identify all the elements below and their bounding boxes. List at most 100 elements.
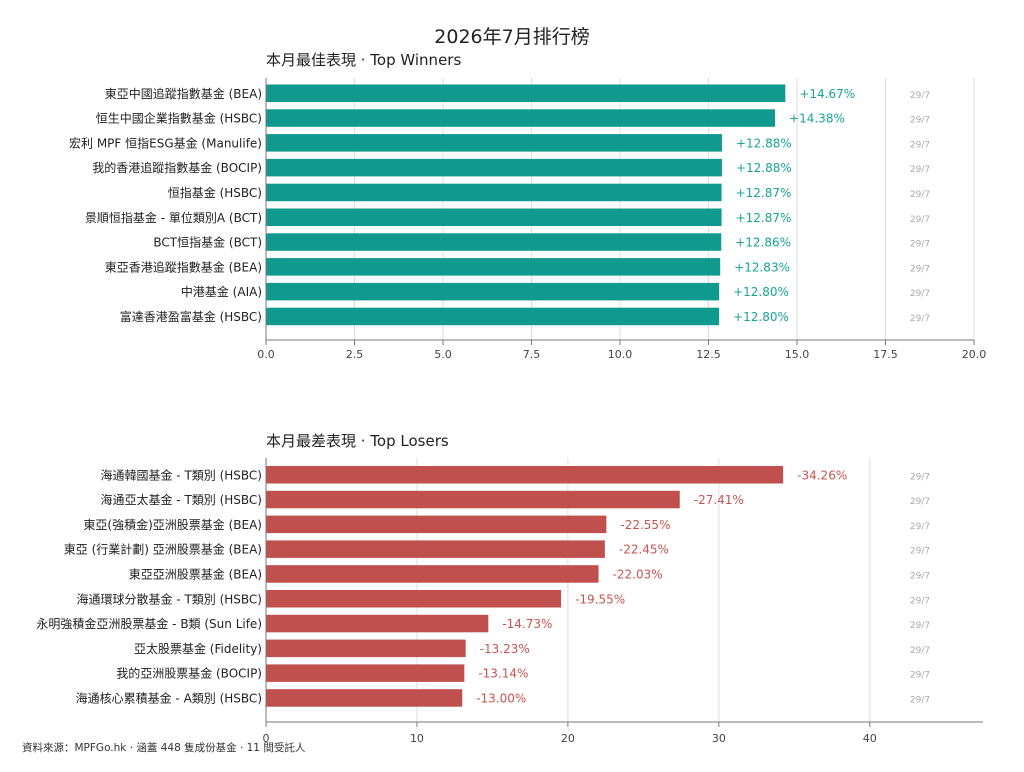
value-label: +12.87% xyxy=(736,211,792,225)
date-label: 29/7 xyxy=(910,190,930,200)
x-tick-label: 10.0 xyxy=(608,348,633,361)
category-label: 海通環球分散基金 - T類別 (HSBC) xyxy=(76,591,262,606)
bar xyxy=(266,233,722,251)
date-label: 29/7 xyxy=(910,621,930,631)
x-tick-label: 40 xyxy=(863,732,877,745)
value-label: +14.67% xyxy=(799,87,855,101)
x-tick-label: 17.5 xyxy=(873,348,898,361)
category-label: 富達香港盈富基金 (HSBC) xyxy=(120,309,262,324)
date-label: 29/7 xyxy=(910,497,930,507)
bar xyxy=(266,664,465,682)
bar xyxy=(266,689,463,707)
category-label: 我的亞洲股票基金 (BOCIP) xyxy=(116,666,262,681)
top-winners-chart: 本月最佳表現 · Top Winners 東亞中國追蹤指數基金 (BEA) +14.… xyxy=(69,51,986,361)
category-label: 東亞中國追蹤指數基金 (BEA) xyxy=(105,86,262,101)
bar xyxy=(266,614,489,633)
value-label: -13.00% xyxy=(476,691,526,705)
bar xyxy=(266,515,607,534)
bar xyxy=(266,590,562,608)
bar xyxy=(266,134,722,152)
value-label: +12.80% xyxy=(733,310,789,324)
category-label: 亞太股票基金 (Fidelity) xyxy=(134,641,262,656)
value-label: -27.41% xyxy=(694,493,744,507)
date-label: 29/7 xyxy=(910,671,930,681)
date-label: 29/7 xyxy=(910,547,930,557)
chart-title: 本月最差表現 · Top Losers xyxy=(266,432,449,450)
bar xyxy=(266,158,722,177)
date-label: 29/7 xyxy=(910,571,930,581)
value-label: -22.03% xyxy=(613,567,663,581)
value-label: -19.55% xyxy=(575,592,625,606)
date-label: 29/7 xyxy=(910,240,930,250)
value-label: -13.23% xyxy=(480,642,530,656)
value-label: +12.87% xyxy=(736,186,792,200)
category-label: BCT恒指基金 (BCT) xyxy=(153,235,262,250)
category-label: 恒生中國企業指數基金 (HSBC) xyxy=(96,111,262,126)
category-label: 永明強積金亞洲股票基金 - B類 (Sun Life) xyxy=(36,616,262,631)
date-label: 29/7 xyxy=(910,522,930,532)
bar xyxy=(266,109,776,127)
category-label: 景順恒指基金 - 單位類別A (BCT) xyxy=(85,210,262,225)
bar xyxy=(266,490,680,509)
value-label: -22.45% xyxy=(619,543,669,557)
x-tick-label: 20.0 xyxy=(962,348,987,361)
value-label: -13.14% xyxy=(478,667,528,681)
value-label: +12.83% xyxy=(734,260,790,274)
page-title: 2026年7月排行榜 xyxy=(434,26,589,48)
x-tick-label: 30 xyxy=(712,732,726,745)
date-label: 29/7 xyxy=(910,596,930,606)
category-label: 海通核心累積基金 - A類別 (HSBC) xyxy=(76,690,262,705)
date-label: 29/7 xyxy=(910,314,930,324)
value-label: +12.80% xyxy=(733,285,789,299)
date-label: 29/7 xyxy=(910,646,930,656)
bar xyxy=(266,639,466,658)
bar xyxy=(266,307,720,326)
value-label: -34.26% xyxy=(797,468,847,482)
date-label: 29/7 xyxy=(910,215,930,225)
category-label: 東亞 (行業計劃) 亞洲股票基金 (BEA) xyxy=(64,542,262,557)
x-tick-label: 10 xyxy=(410,732,424,745)
value-label: -22.55% xyxy=(620,518,670,532)
date-label: 29/7 xyxy=(910,472,930,482)
date-label: 29/7 xyxy=(910,116,930,126)
category-label: 海通亞太基金 - T類別 (HSBC) xyxy=(100,492,262,507)
date-label: 29/7 xyxy=(910,695,930,705)
category-label: 宏利 MPF 恒指ESG基金 (Manulife) xyxy=(69,135,262,150)
category-label: 東亞(強積金)亞洲股票基金 (BEA) xyxy=(83,517,262,532)
x-tick-label: 2.5 xyxy=(346,348,364,361)
x-tick-label: 0 xyxy=(263,732,270,745)
bar xyxy=(266,540,605,558)
bar xyxy=(266,565,599,583)
chart-title: 本月最佳表現 · Top Winners xyxy=(266,51,461,69)
bar xyxy=(266,258,721,276)
x-tick-label: 7.5 xyxy=(523,348,541,361)
date-label: 29/7 xyxy=(910,140,930,150)
value-label: +14.38% xyxy=(789,112,845,126)
date-label: 29/7 xyxy=(910,91,930,101)
value-label: -14.73% xyxy=(502,617,552,631)
category-label: 海通韓國基金 - T類別 (HSBC) xyxy=(100,467,262,482)
x-tick-label: 0.0 xyxy=(257,348,275,361)
bar xyxy=(266,208,722,226)
x-tick-label: 15.0 xyxy=(785,348,810,361)
date-label: 29/7 xyxy=(910,289,930,299)
value-label: +12.86% xyxy=(735,236,791,250)
value-label: +12.88% xyxy=(736,161,792,175)
bar xyxy=(266,84,786,102)
bar xyxy=(266,466,784,484)
category-label: 我的香港追蹤指數基金 (BOCIP) xyxy=(92,160,262,175)
value-label: +12.88% xyxy=(736,136,792,150)
category-label: 東亞香港追蹤指數基金 (BEA) xyxy=(105,259,262,274)
bar xyxy=(266,183,722,202)
category-label: 中港基金 (AIA) xyxy=(181,284,262,299)
category-label: 恒指基金 (HSBC) xyxy=(168,185,262,200)
top-losers-chart: 本月最差表現 · Top Losers 海通韓國基金 - T類別 (HSBC) -3… xyxy=(36,432,983,745)
category-label: 東亞亞洲股票基金 (BEA) xyxy=(129,566,262,581)
date-label: 29/7 xyxy=(910,165,930,175)
x-tick-label: 20 xyxy=(561,732,575,745)
date-label: 29/7 xyxy=(910,264,930,274)
bar xyxy=(266,282,720,301)
x-tick-label: 5.0 xyxy=(434,348,452,361)
